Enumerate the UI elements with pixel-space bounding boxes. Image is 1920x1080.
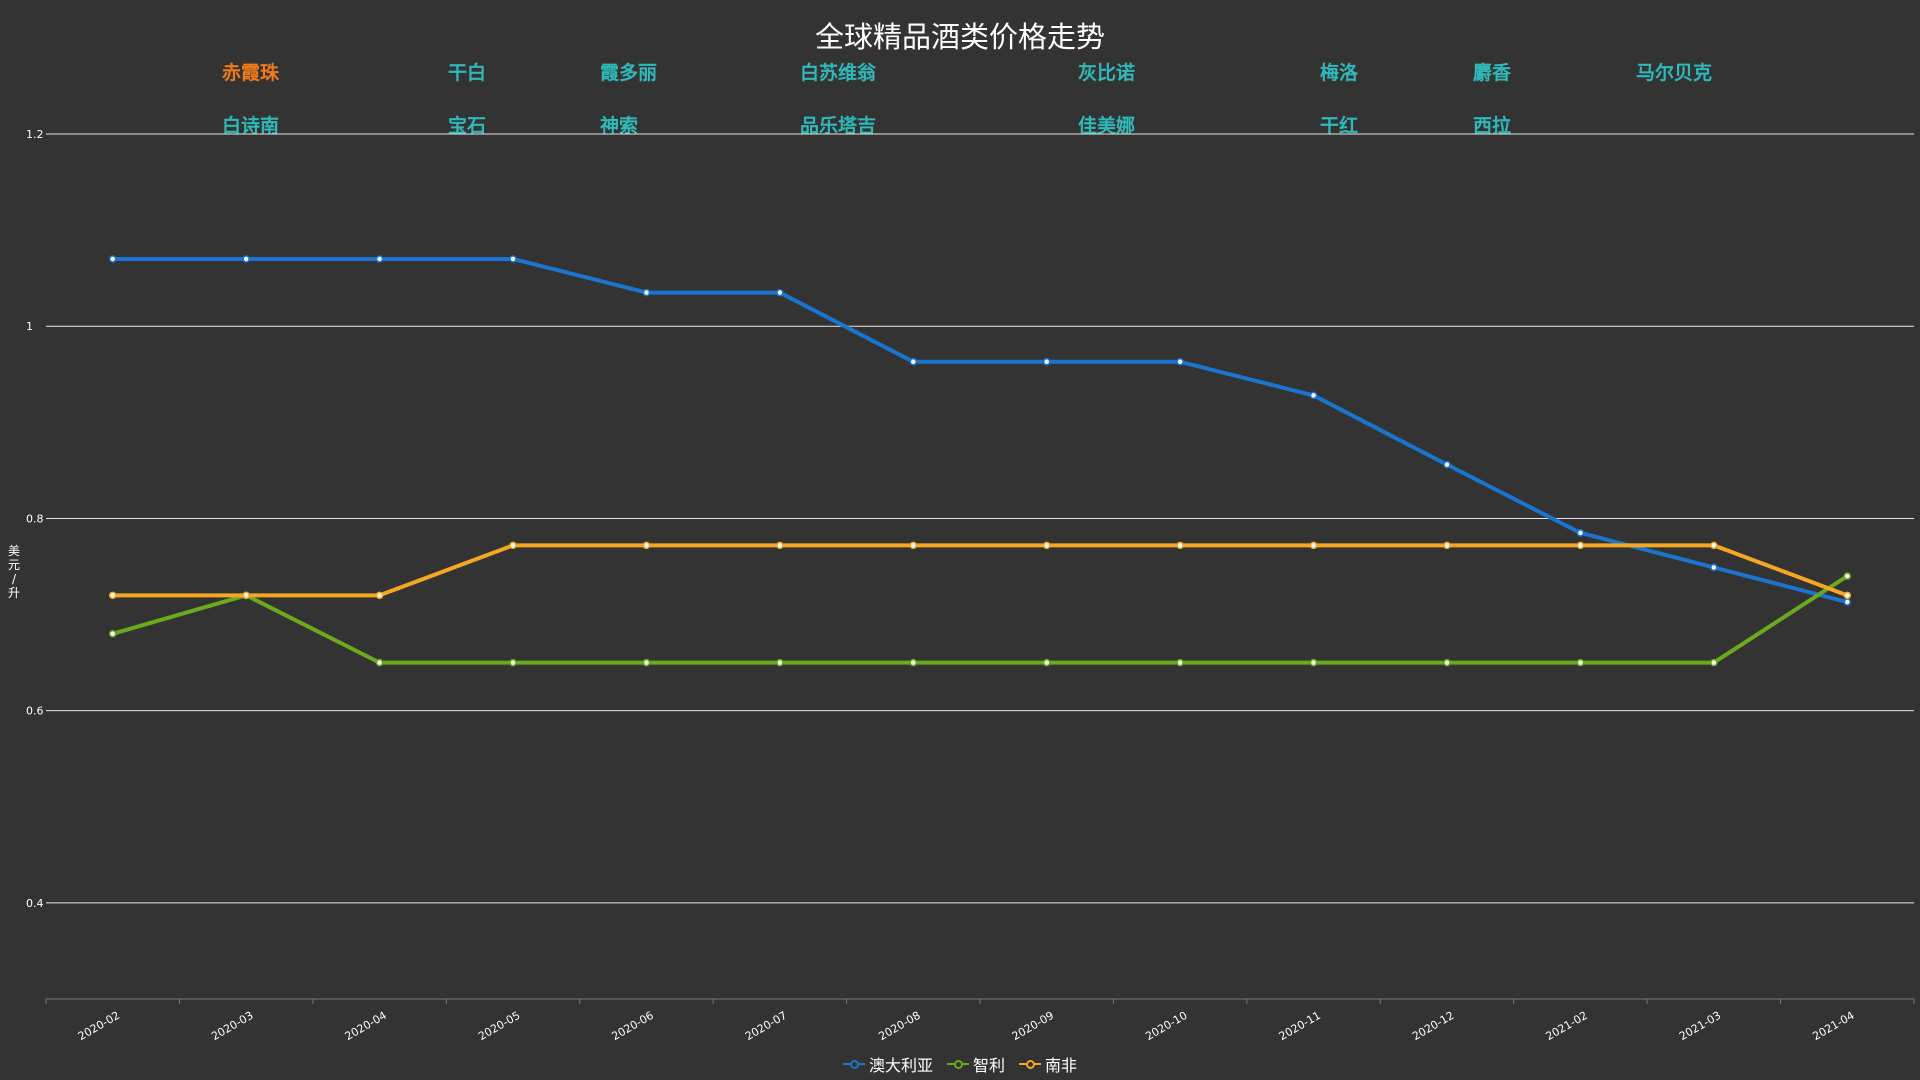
wine-type-option[interactable]: 灰比诺	[1078, 62, 1136, 84]
x-tick-label: 2020-04	[343, 1009, 389, 1043]
data-point	[1176, 541, 1184, 550]
data-point	[1176, 658, 1184, 667]
data-point	[776, 658, 784, 667]
y-axis-ticks: 0.4 0.6 0.8 1 1.2	[26, 128, 44, 910]
wine-type-option[interactable]: 神索	[600, 115, 639, 137]
gridlines	[46, 133, 1914, 904]
data-point	[642, 541, 651, 550]
x-tick-label: 2020-02	[76, 1009, 122, 1043]
chart-legend: 澳大利亚 智利 南非	[0, 1052, 1920, 1076]
data-point	[375, 658, 384, 667]
wine-type-option[interactable]: 霞多丽	[600, 62, 658, 84]
data-point	[1042, 358, 1051, 366]
x-tick-label: 2020-05	[476, 1009, 522, 1043]
x-tick-label: 2020-03	[209, 1009, 255, 1043]
data-point	[108, 255, 117, 263]
legend-marker-icon	[946, 1058, 969, 1070]
legend-label: 澳大利亚	[868, 1056, 933, 1075]
legend-item[interactable]: 澳大利亚	[842, 1052, 933, 1076]
y-tick-label: 0.4	[26, 897, 44, 910]
y-tick-label: 1	[26, 320, 33, 333]
x-tick-label: 2020-11	[1277, 1009, 1323, 1043]
data-point	[1710, 563, 1718, 572]
x-tick-label: 2020-06	[610, 1009, 656, 1043]
data-point	[642, 658, 651, 667]
data-point	[1576, 541, 1585, 550]
series-points	[108, 255, 1852, 667]
data-point	[375, 255, 384, 263]
wine-type-option[interactable]: 干白	[448, 62, 487, 84]
data-point	[642, 288, 651, 297]
x-tick-label: 2021-04	[1810, 1009, 1856, 1043]
y-tick-label: 0.8	[26, 512, 44, 525]
x-tick-label: 2021-03	[1677, 1009, 1723, 1043]
wine-type-option[interactable]: 赤霞珠	[222, 62, 280, 84]
x-axis: 2020-02 2020-03 2020-04 2020-05 2020-06 2020-…	[45, 998, 1915, 1043]
wine-type-option[interactable]: 西拉	[1473, 115, 1512, 137]
data-point	[1042, 658, 1051, 667]
data-point	[1843, 572, 1852, 580]
data-point	[509, 255, 517, 263]
wine-type-option[interactable]: 梅洛	[1320, 62, 1359, 84]
data-point	[909, 658, 918, 667]
legend-marker-icon	[1019, 1058, 1041, 1070]
data-point	[1576, 658, 1585, 667]
x-tick-label: 2020-10	[1143, 1009, 1189, 1043]
data-point	[1309, 541, 1318, 550]
y-axis-label: 美元/升	[8, 544, 20, 600]
data-point	[375, 591, 384, 600]
series-lines	[112, 256, 1849, 665]
series-line	[112, 256, 1848, 604]
wine-type-option[interactable]: 佳美娜	[1078, 115, 1136, 137]
data-point	[1443, 541, 1451, 550]
data-point	[1309, 391, 1318, 400]
x-tick-label: 2021-02	[1544, 1009, 1590, 1043]
y-tick-label: 0.6	[26, 705, 44, 718]
data-point	[242, 591, 250, 600]
wine-type-option[interactable]: 白诗南	[222, 115, 280, 137]
wine-type-option[interactable]: 品乐塔吉	[800, 115, 877, 137]
data-point	[1576, 529, 1585, 537]
data-point	[909, 541, 918, 550]
wine-type-option[interactable]: 麝香	[1473, 62, 1512, 84]
data-point	[509, 541, 517, 550]
data-point	[108, 591, 117, 600]
data-point	[776, 541, 784, 550]
wine-type-option[interactable]: 白苏维翁	[800, 62, 877, 84]
wine-type-option[interactable]: 宝石	[448, 115, 487, 137]
x-tick-label: 2020-12	[1410, 1009, 1456, 1043]
x-tick-label: 2020-07	[743, 1009, 789, 1043]
legend-label: 南非	[1045, 1056, 1078, 1075]
x-tick-label: 2020-08	[876, 1009, 922, 1043]
data-point	[1843, 598, 1852, 606]
legend-item[interactable]: 南非	[1019, 1052, 1077, 1076]
data-point	[1710, 541, 1718, 550]
x-tick-label: 2020-09	[1010, 1009, 1056, 1043]
data-point	[909, 358, 918, 366]
wine-type-option[interactable]: 干红	[1320, 115, 1359, 137]
series-line	[112, 574, 1849, 665]
data-point	[776, 288, 784, 297]
legend-label: 智利	[972, 1056, 1005, 1075]
legend-marker-icon	[842, 1058, 865, 1070]
data-point	[242, 255, 250, 263]
series-line	[112, 543, 1848, 598]
data-point	[1042, 541, 1051, 550]
data-point	[1309, 658, 1318, 667]
data-point	[509, 658, 517, 667]
y-tick-label: 1.2	[26, 128, 44, 141]
data-point	[1443, 460, 1451, 469]
wine-type-option[interactable]: 马尔贝克	[1636, 62, 1713, 84]
chart-title: 全球精品酒类价格走势	[814, 20, 1105, 54]
legend-item[interactable]: 智利	[946, 1052, 1005, 1076]
data-point	[1176, 358, 1184, 366]
data-point	[1443, 658, 1451, 667]
data-point	[108, 630, 117, 638]
data-point	[1843, 591, 1852, 600]
data-point	[1710, 658, 1718, 667]
